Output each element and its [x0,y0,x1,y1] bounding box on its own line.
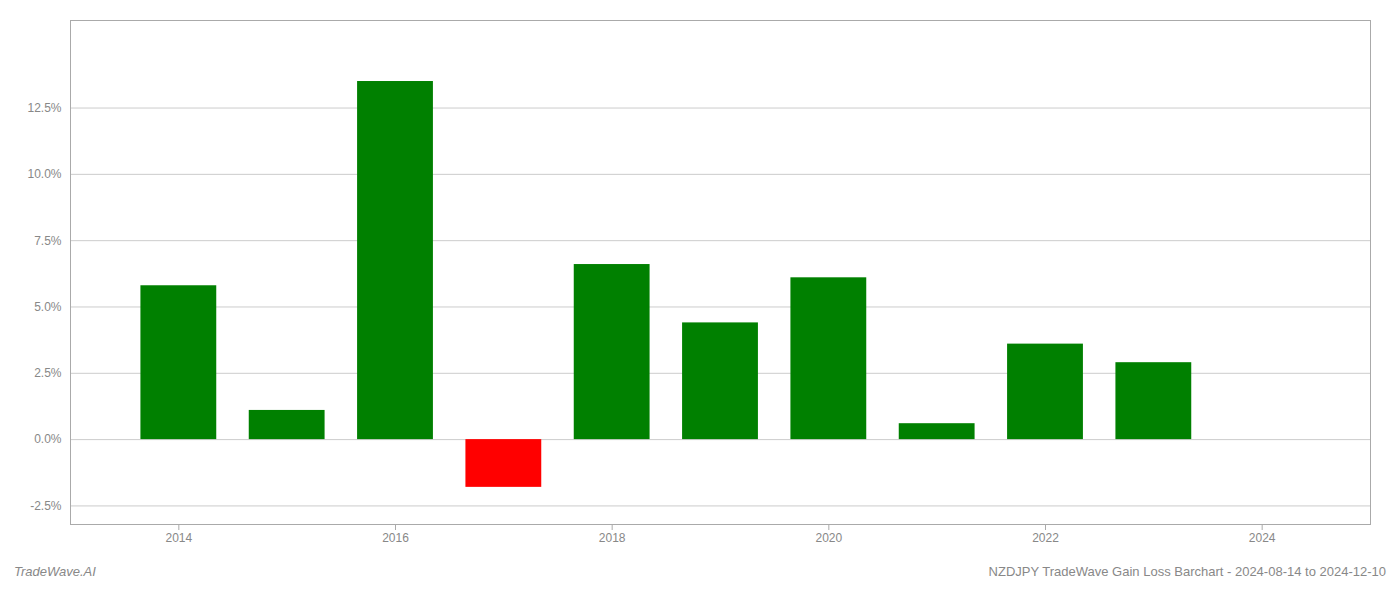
svg-text:12.5%: 12.5% [27,101,61,115]
svg-text:2.5%: 2.5% [34,366,62,380]
svg-text:5.0%: 5.0% [34,300,62,314]
svg-text:2022: 2022 [1032,531,1059,545]
svg-text:2014: 2014 [165,531,192,545]
svg-text:0.0%: 0.0% [34,432,62,446]
svg-text:7.5%: 7.5% [34,234,62,248]
svg-text:2024: 2024 [1249,531,1276,545]
html-text:NZDJPY TradeWave Gain Loss Bar: NZDJPY TradeWave Gain Loss Barchart - 20… [988,564,1386,579]
svg-text:10.0%: 10.0% [27,167,61,181]
svg-text:2020: 2020 [815,531,842,545]
svg-text:2016: 2016 [382,531,409,545]
html-text:TradeWave.AI: TradeWave.AI [14,564,96,579]
svg-text:2018: 2018 [599,531,626,545]
svg-text:-2.5%: -2.5% [30,499,62,513]
